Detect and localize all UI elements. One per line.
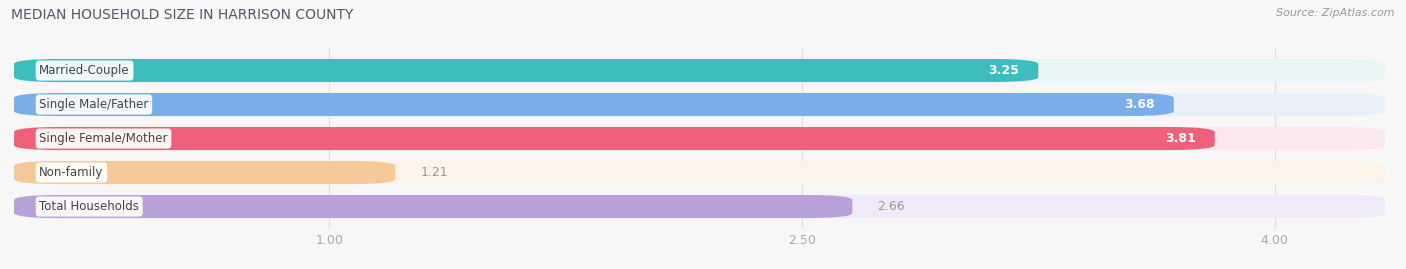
Text: Source: ZipAtlas.com: Source: ZipAtlas.com <box>1277 8 1395 18</box>
FancyBboxPatch shape <box>14 195 852 218</box>
Text: 3.68: 3.68 <box>1125 98 1154 111</box>
Text: 2.66: 2.66 <box>877 200 905 213</box>
FancyBboxPatch shape <box>14 59 1385 82</box>
Text: 3.81: 3.81 <box>1166 132 1197 145</box>
FancyBboxPatch shape <box>14 161 1385 184</box>
FancyBboxPatch shape <box>14 127 1385 150</box>
Text: 1.21: 1.21 <box>420 166 449 179</box>
Text: Single Male/Father: Single Male/Father <box>39 98 149 111</box>
Text: Single Female/Mother: Single Female/Mother <box>39 132 167 145</box>
Text: Married-Couple: Married-Couple <box>39 64 129 77</box>
FancyBboxPatch shape <box>14 161 395 184</box>
FancyBboxPatch shape <box>14 127 1215 150</box>
Text: 3.25: 3.25 <box>988 64 1019 77</box>
FancyBboxPatch shape <box>14 93 1385 116</box>
FancyBboxPatch shape <box>14 195 1385 218</box>
Text: Total Households: Total Households <box>39 200 139 213</box>
FancyBboxPatch shape <box>14 93 1174 116</box>
Text: MEDIAN HOUSEHOLD SIZE IN HARRISON COUNTY: MEDIAN HOUSEHOLD SIZE IN HARRISON COUNTY <box>11 8 354 22</box>
Text: Non-family: Non-family <box>39 166 104 179</box>
FancyBboxPatch shape <box>14 59 1038 82</box>
